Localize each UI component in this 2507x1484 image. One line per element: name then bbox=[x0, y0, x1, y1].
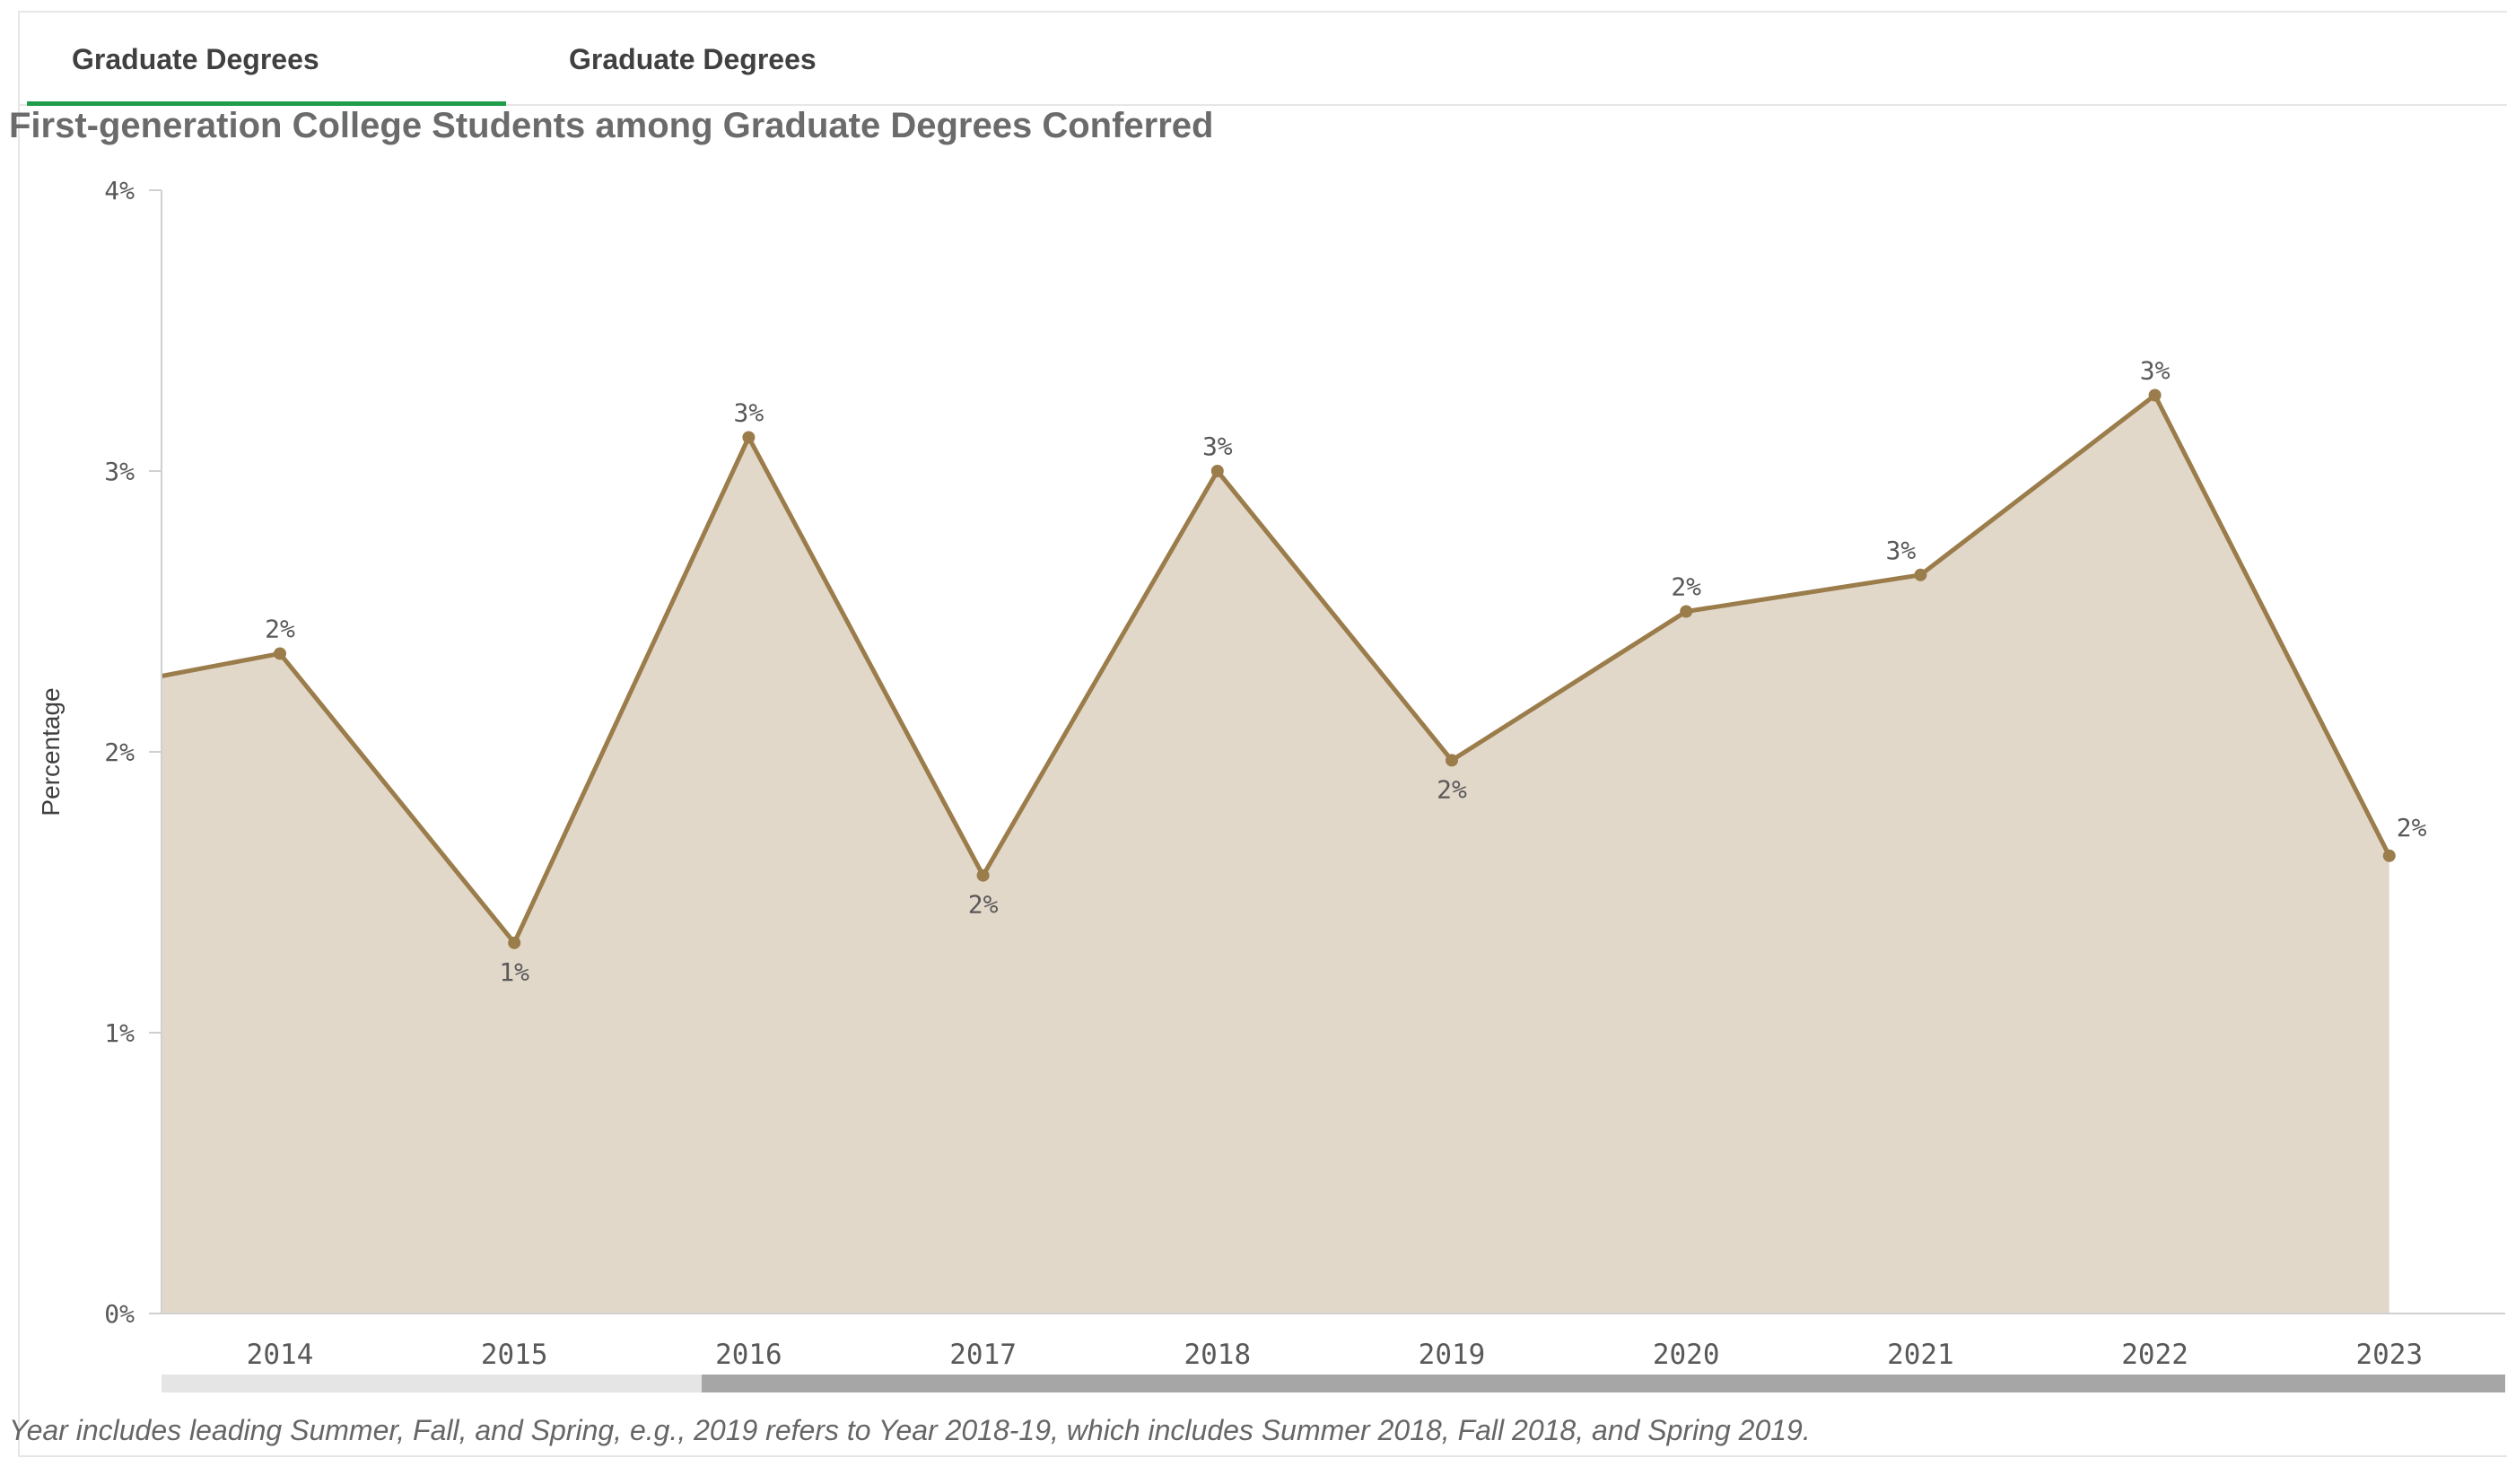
x-tick-label: 2015 bbox=[481, 1339, 548, 1371]
data-label: 2% bbox=[968, 890, 999, 920]
data-point bbox=[1914, 568, 1927, 581]
tab-graduate-degrees-1[interactable]: Graduate Degrees bbox=[27, 13, 506, 106]
data-point bbox=[976, 869, 990, 882]
data-label: 2% bbox=[1671, 572, 1701, 602]
x-tick-label: 2016 bbox=[715, 1339, 782, 1371]
x-tick-label: 2023 bbox=[2355, 1339, 2423, 1371]
footnote: Year includes leading Summer, Fall, and … bbox=[9, 1414, 1811, 1446]
data-point bbox=[274, 647, 286, 660]
x-tick-label: 2019 bbox=[1419, 1339, 1486, 1371]
tab-bar: Graduate Degrees Graduate Degrees bbox=[20, 13, 2507, 106]
data-label: 2% bbox=[1437, 774, 1467, 804]
scrollbar-thumb[interactable] bbox=[702, 1375, 2505, 1392]
x-tick-label: 2020 bbox=[1653, 1339, 1720, 1371]
x-tick-label: 2017 bbox=[949, 1339, 1017, 1371]
plot-area: 0% 1% 2% 3% 4% 2014 2015 2016 2017 2018 2019 2020 20… bbox=[104, 176, 2505, 1392]
data-label: 3% bbox=[734, 397, 764, 427]
data-label: 3% bbox=[2140, 355, 2171, 385]
data-point bbox=[1680, 605, 1693, 618]
y-tick-label: 1% bbox=[104, 1018, 135, 1048]
data-label: 1% bbox=[499, 957, 529, 987]
data-label: 2% bbox=[2397, 813, 2427, 842]
tab-graduate-degrees-2[interactable]: Graduate Degrees bbox=[569, 43, 817, 75]
data-label: 2% bbox=[265, 614, 295, 643]
data-label: 3% bbox=[1202, 432, 1233, 461]
chart-title: First-generation College Students among … bbox=[9, 106, 1214, 145]
data-point bbox=[742, 431, 756, 444]
data-point bbox=[1446, 754, 1458, 767]
data-point bbox=[1210, 465, 1224, 477]
x-tick-label: 2014 bbox=[247, 1339, 314, 1371]
y-tick-label: 0% bbox=[104, 1299, 135, 1329]
x-tick-label: 2022 bbox=[2121, 1339, 2188, 1371]
y-axis-title: Percentage bbox=[37, 687, 65, 816]
data-point bbox=[2382, 849, 2396, 862]
chart-panel: Graduate Degrees Graduate Degrees bbox=[18, 11, 2507, 1457]
x-tick-label: 2021 bbox=[1887, 1339, 1954, 1371]
area-fill bbox=[162, 395, 2389, 1314]
y-tick-label: 4% bbox=[104, 176, 135, 205]
data-point bbox=[508, 936, 521, 949]
data-label: 3% bbox=[1886, 536, 1917, 565]
data-point bbox=[2148, 388, 2162, 402]
y-tick-label: 3% bbox=[104, 457, 135, 486]
x-tick-label: 2018 bbox=[1184, 1339, 1251, 1371]
y-tick-label: 2% bbox=[104, 738, 135, 767]
